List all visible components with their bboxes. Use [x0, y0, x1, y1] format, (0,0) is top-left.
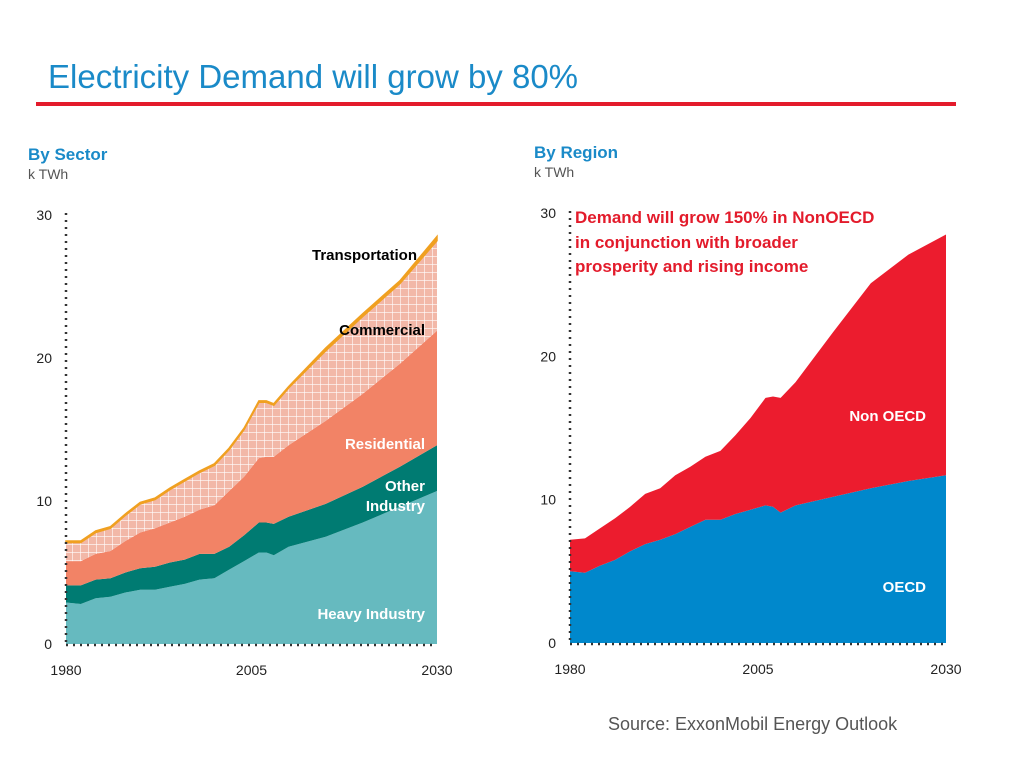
chart-unit-label: k TWh: [534, 164, 574, 180]
y-tick-label: 20: [540, 348, 556, 364]
annotation-line-3: prosperity and rising income: [575, 257, 808, 276]
y-tick-label: 10: [540, 492, 556, 508]
series-label-other-industry: Other Industry: [366, 478, 426, 515]
y-tick-label: 30: [36, 207, 52, 223]
area-non-oecd: [570, 234, 946, 573]
area-heavy-industry: [66, 491, 437, 644]
y-tick-label: 0: [44, 636, 52, 652]
y-tick-label: 10: [36, 493, 52, 509]
y-axis: 0 10 20 30: [36, 207, 68, 652]
x-tick-label: 2030: [421, 662, 452, 678]
series-labels: Heavy Industry Other Industry Residential Co…: [312, 247, 426, 623]
source-note: Source: ExxonMobil Energy Outlook: [608, 714, 898, 734]
annotation-line-2: in conjunction with broader: [575, 233, 798, 252]
series-label-oecd: OECD: [883, 579, 927, 596]
chart-areas: [65, 234, 438, 644]
series-label-residential: Residential: [345, 436, 425, 453]
annotation-line-1: Demand will grow 150% in NonOECD: [575, 208, 874, 227]
x-axis: 1980 2005 2030: [50, 643, 453, 678]
chart-unit-label: k TWh: [28, 166, 68, 182]
title-rule: [36, 102, 956, 106]
y-tick-label: 0: [548, 635, 556, 651]
x-tick-label: 1980: [50, 662, 81, 678]
series-labels: OECD Non OECD: [849, 408, 926, 596]
x-tick-label: 2005: [236, 662, 267, 678]
y-axis: 0 10 20 30: [540, 205, 572, 651]
x-tick-label: 2030: [930, 661, 961, 677]
series-label-commercial: Commercial: [339, 322, 425, 339]
y-tick-label: 30: [540, 205, 556, 221]
series-label-non-oecd: Non OECD: [849, 408, 926, 425]
page-title: Electricity Demand will grow by 80%: [48, 58, 579, 95]
area-transportation: [65, 234, 438, 544]
x-tick-label: 2005: [742, 661, 773, 677]
series-label-heavy-industry: Heavy Industry: [317, 606, 425, 623]
series-label-transportation: Transportation: [312, 247, 417, 264]
chart-subtitle: By Sector: [28, 145, 108, 164]
area-other-industry: [66, 445, 437, 604]
y-tick-label: 20: [36, 350, 52, 366]
x-tick-label: 1980: [554, 661, 585, 677]
chart-areas: [570, 234, 946, 643]
x-axis: 1980 2005 2030: [554, 642, 962, 677]
chart-subtitle: By Region: [534, 143, 618, 162]
area-residential: [66, 330, 437, 586]
area-oecd: [570, 475, 946, 643]
